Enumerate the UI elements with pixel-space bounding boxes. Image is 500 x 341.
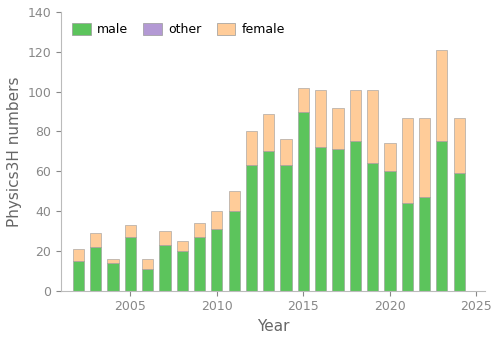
Bar [176, 251, 188, 291]
Bar [246, 165, 257, 291]
Bar [90, 247, 102, 291]
Bar [315, 147, 326, 291]
Bar [384, 144, 396, 171]
Bar [142, 259, 154, 269]
Bar [454, 118, 465, 173]
Bar [160, 231, 170, 245]
Bar [298, 88, 309, 112]
Bar [332, 107, 344, 149]
Bar [211, 229, 222, 291]
Bar [298, 112, 309, 291]
Bar [211, 211, 222, 229]
Bar [160, 245, 170, 291]
Bar [246, 131, 257, 165]
Bar [436, 50, 448, 142]
Y-axis label: Physics3H numbers: Physics3H numbers [7, 76, 22, 227]
Bar [108, 259, 118, 263]
Bar [176, 241, 188, 251]
Bar [332, 149, 344, 291]
Bar [280, 165, 291, 291]
Bar [108, 263, 118, 291]
Bar [402, 203, 413, 291]
Bar [436, 142, 448, 291]
Bar [367, 163, 378, 291]
Bar [73, 249, 84, 261]
Bar [263, 151, 274, 291]
Bar [124, 225, 136, 237]
Bar [124, 237, 136, 291]
Bar [280, 139, 291, 165]
Bar [367, 90, 378, 163]
Bar [90, 233, 102, 247]
Bar [350, 90, 361, 142]
Legend: male, other, female: male, other, female [68, 18, 290, 41]
Bar [194, 237, 205, 291]
X-axis label: Year: Year [257, 319, 290, 334]
Bar [228, 191, 240, 211]
Bar [315, 90, 326, 147]
Bar [402, 118, 413, 203]
Bar [419, 118, 430, 197]
Bar [73, 261, 84, 291]
Bar [454, 173, 465, 291]
Bar [142, 269, 154, 291]
Bar [419, 197, 430, 291]
Bar [263, 114, 274, 151]
Bar [384, 171, 396, 291]
Bar [194, 223, 205, 237]
Bar [228, 211, 240, 291]
Bar [350, 142, 361, 291]
